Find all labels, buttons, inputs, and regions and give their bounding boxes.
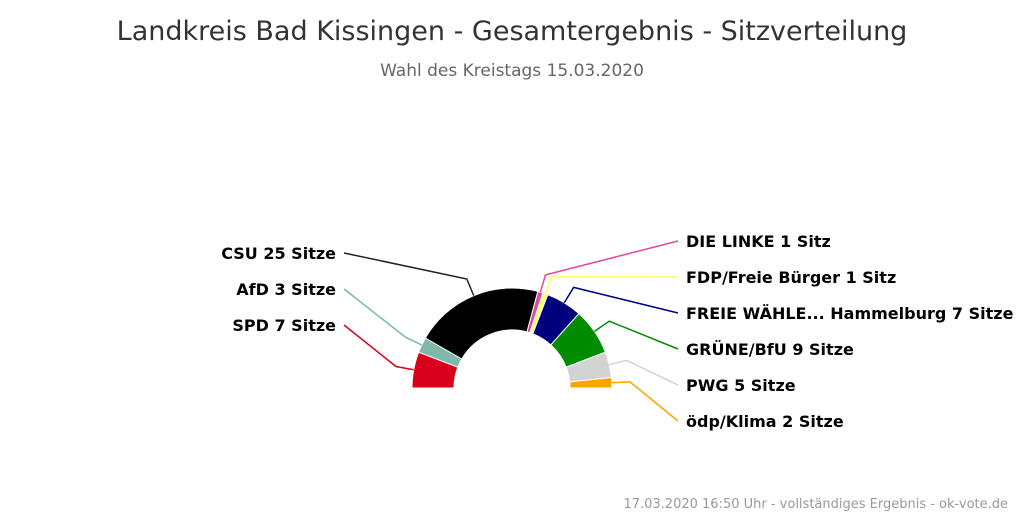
connector-freie-wahle-hammelburg xyxy=(563,286,679,314)
chart-title: Landkreis Bad Kissingen - Gesamtergebnis… xyxy=(117,16,908,47)
connector-grune-bfu xyxy=(593,320,679,350)
connector-odp-klima xyxy=(611,381,679,422)
seat-slices xyxy=(411,287,613,389)
connector-afd xyxy=(343,288,423,346)
connector-csu xyxy=(343,252,475,296)
connector-fdp-freie-burger xyxy=(544,276,679,294)
connector-pwg xyxy=(609,359,679,386)
data-label-freie-wahle-hammelburg: FREIE WÄHLE... Hammelburg 7 Sitze xyxy=(686,304,1014,323)
chart-subtitle: Wahl des Kreistags 15.03.2020 xyxy=(380,61,644,81)
connector-spd xyxy=(343,324,414,371)
slice-odp-klima[interactable] xyxy=(569,376,613,389)
data-label-odp-klima: ödp/Klima 2 Sitze xyxy=(686,412,844,431)
label-connectors xyxy=(343,240,679,422)
data-label-die-linke: DIE LINKE 1 Sitz xyxy=(686,232,831,251)
data-label-grune-bfu: GRÜNE/BfU 9 Sitze xyxy=(686,340,854,359)
connector-die-linke xyxy=(539,240,679,293)
data-label-pwg: PWG 5 Sitze xyxy=(686,376,796,395)
data-label-spd: SPD 7 Sitze xyxy=(232,316,336,335)
chart-credits[interactable]: 17.03.2020 16:50 Uhr - vollständiges Erg… xyxy=(623,497,1008,512)
data-label-csu: CSU 25 Sitze xyxy=(221,244,336,263)
data-labels: CSU 25 Sitze AfD 3 Sitze SPD 7 Sitze DIE LI… xyxy=(221,232,1013,431)
data-label-fdp-freie-burger: FDP/Freie Bürger 1 Sitz xyxy=(686,268,896,287)
data-label-afd: AfD 3 Sitze xyxy=(236,280,336,299)
